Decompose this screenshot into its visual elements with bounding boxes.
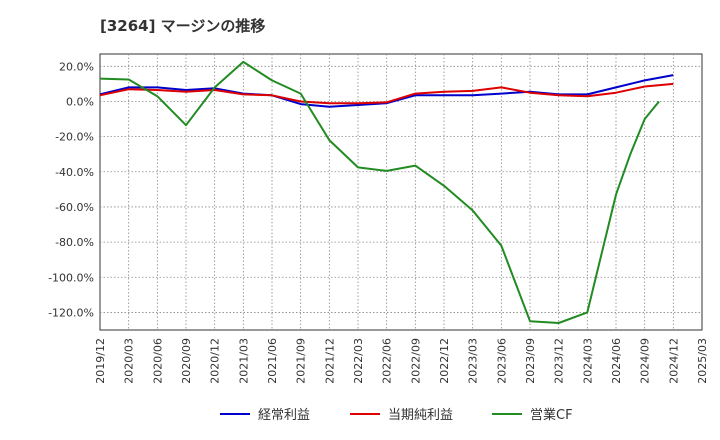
y-tick-label: -80.0% <box>55 236 94 249</box>
x-tick-label: 2020/09 <box>180 338 193 384</box>
x-tick-label: 2020/12 <box>209 338 222 384</box>
x-tick-label: 2023/06 <box>495 338 508 384</box>
x-tick-label: 2022/03 <box>352 338 365 384</box>
legend-label-3: 営業CF <box>530 407 573 423</box>
x-tick-label: 2024/12 <box>667 338 680 384</box>
plot-area <box>99 53 703 331</box>
y-tick-label: -100.0% <box>48 271 94 284</box>
x-tick-label: 2022/12 <box>438 338 451 384</box>
series-line-2 <box>99 82 674 105</box>
x-tick-label: 2023/12 <box>553 338 566 384</box>
x-tick-label: 2021/03 <box>237 338 250 384</box>
x-tick-label: 2023/03 <box>467 338 480 384</box>
x-tick-label: 2021/12 <box>323 338 336 384</box>
x-tick-label: 2021/09 <box>295 338 308 384</box>
x-tick-label: 2024/06 <box>610 338 623 384</box>
y-tick-label: 20.0% <box>59 60 94 73</box>
y-tick-label: -40.0% <box>55 166 94 179</box>
y-tick-label: -120.0% <box>48 306 94 319</box>
y-tick-label: -60.0% <box>55 201 94 214</box>
x-tick-label: 2024/09 <box>639 338 652 384</box>
series-line-3 <box>99 60 660 324</box>
x-axis-ticks: 2019/12 2020/03 2020/06 2020/09 2020/12 2021/… <box>94 338 709 384</box>
x-tick-label: 2020/03 <box>123 338 136 384</box>
grid-lines <box>100 54 702 330</box>
x-tick-label: 2023/09 <box>524 338 537 384</box>
x-tick-label: 2021/06 <box>266 338 279 384</box>
legend-label-1: 経常利益 <box>258 408 310 423</box>
x-tick-label: 2022/06 <box>381 338 394 384</box>
x-tick-label: 2025/03 <box>696 338 709 384</box>
x-tick-label: 2024/03 <box>581 338 594 384</box>
x-tick-label: 2022/09 <box>409 338 422 384</box>
x-tick-label: 2019/12 <box>94 338 107 384</box>
y-axis-ticks: 20.0% 0.0% -20.0% -40.0% -60.0% -80.0% -100.0%… <box>48 60 94 319</box>
y-tick-label: -20.0% <box>55 131 94 144</box>
x-tick-label: 2020/06 <box>151 338 164 384</box>
y-tick-label: 0.0% <box>66 95 94 108</box>
series-lines <box>99 60 674 324</box>
chart-title: [3264] マージンの推移 <box>100 17 265 35</box>
legend: 経常利益 当期純利益 営業CF <box>220 407 573 423</box>
legend-label-2: 当期純利益 <box>388 408 453 423</box>
